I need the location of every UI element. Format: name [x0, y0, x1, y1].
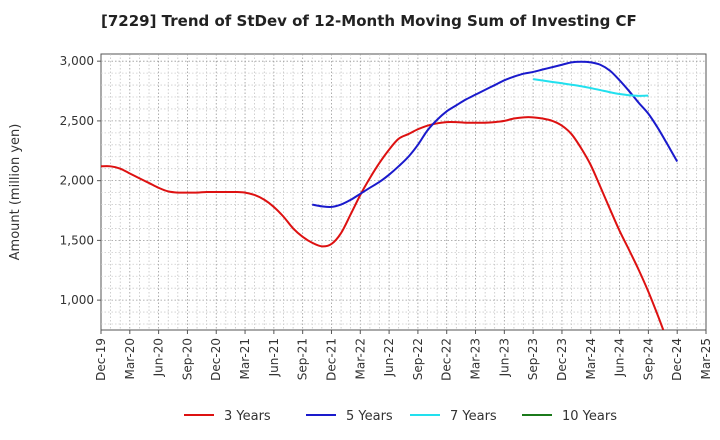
x-tick-label: Sep-21 [296, 338, 310, 380]
x-tick-label: Sep-24 [641, 338, 655, 380]
x-tick-label: Mar-24 [584, 338, 598, 379]
y-tick-label: 1,500 [60, 233, 94, 247]
legend-label-10-years: 10 Years [562, 409, 617, 424]
x-tick-label: Mar-23 [469, 338, 483, 379]
series-line-7-years [532, 78, 649, 97]
x-tick-label: Jun-22 [382, 338, 396, 377]
x-tick-label: Jun-23 [497, 338, 511, 377]
x-tick-label: Mar-22 [353, 338, 367, 379]
x-tick-label: Mar-21 [238, 338, 252, 379]
x-tick-label: Jun-24 [613, 338, 627, 377]
x-tick-label: Jun-21 [267, 338, 281, 377]
legend-label-5-years: 5 Years [346, 409, 393, 424]
series-line-5-years [311, 60, 679, 209]
y-tick-label: 2,500 [60, 114, 94, 128]
series-line-3-years [101, 116, 665, 330]
y-tick-label: 2,000 [60, 174, 94, 188]
chart-title: [7229] Trend of StDev of 12-Month Moving… [101, 12, 637, 30]
x-tick-label: Dec-20 [209, 338, 223, 381]
legend-label-3-years: 3 Years [224, 409, 271, 424]
x-tick-label: Dec-21 [324, 338, 338, 381]
x-tick-label: Dec-22 [440, 338, 454, 381]
x-tick-label: Sep-22 [411, 338, 425, 380]
x-tick-label: Jun-20 [152, 338, 166, 377]
x-tick-label: Sep-20 [180, 338, 194, 380]
x-tick-label: Mar-20 [123, 338, 137, 379]
x-tick-label: Dec-19 [94, 338, 108, 381]
y-tick-label: 1,000 [60, 293, 94, 307]
x-tick-label: Dec-24 [670, 338, 684, 381]
x-tick-label: Dec-23 [555, 338, 569, 381]
y-axis-label: Amount (million yen) [8, 124, 23, 261]
legend-label-7-years: 7 Years [450, 409, 497, 424]
y-tick-label: 3,000 [60, 54, 94, 68]
x-tick-label: Mar-25 [699, 338, 713, 379]
x-tick-label: Sep-23 [526, 338, 540, 380]
